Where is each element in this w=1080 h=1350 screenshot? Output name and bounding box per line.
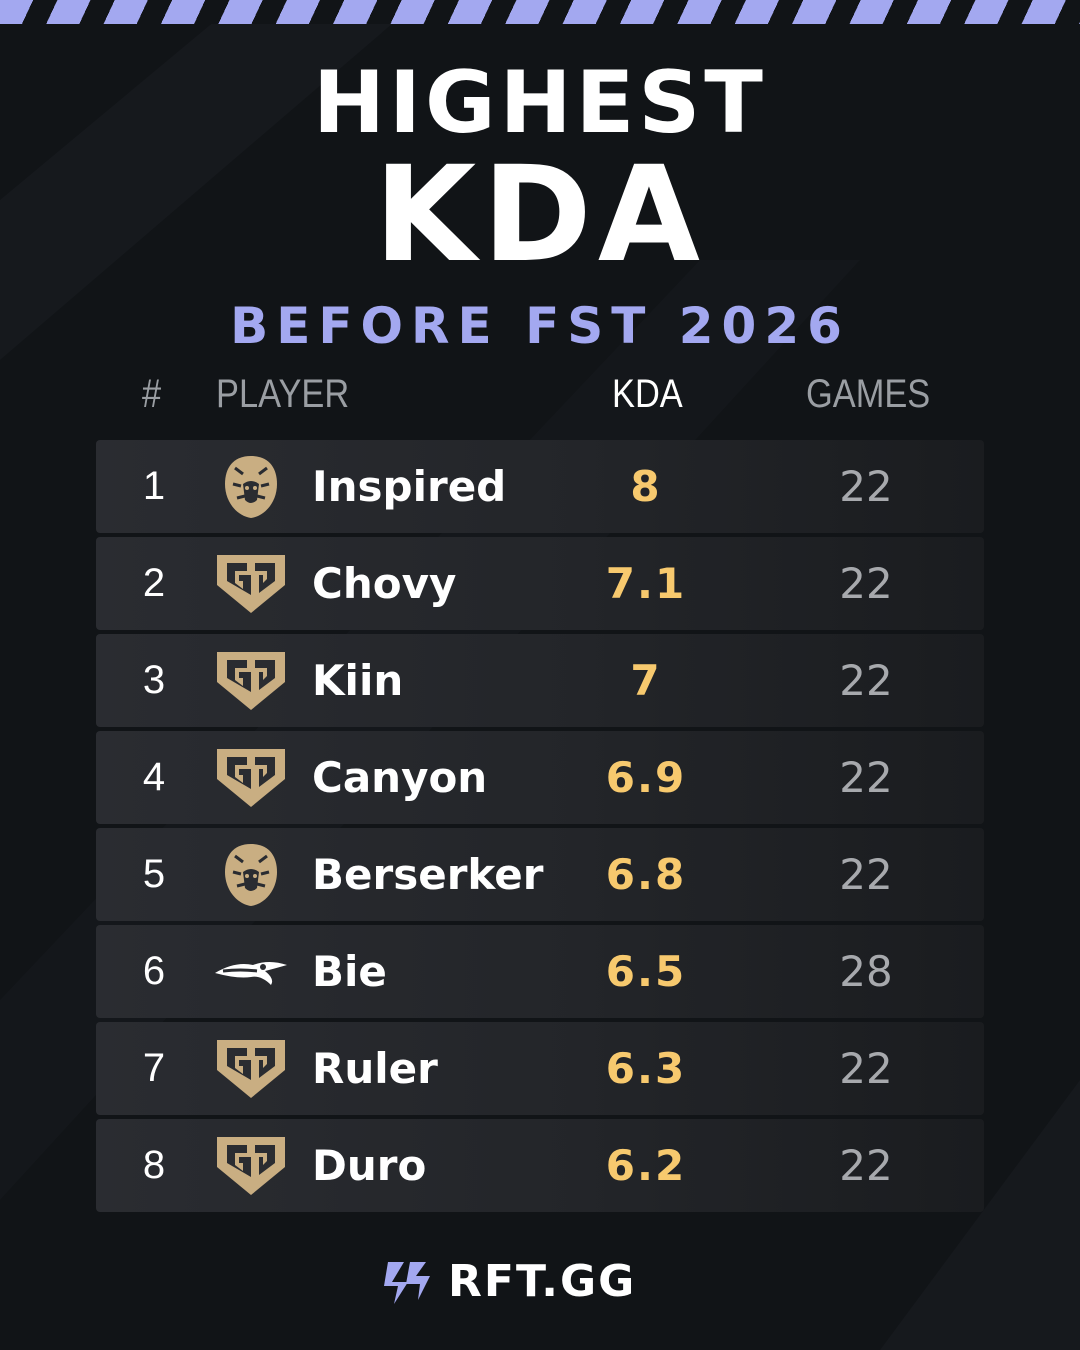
footer-brand: RFT.GG: [448, 1256, 637, 1307]
lion-logo-icon: [213, 454, 289, 520]
team-spirit-logo-icon: [213, 939, 289, 1005]
games-cell: 22: [839, 462, 893, 511]
games-cell: 22: [839, 559, 893, 608]
player-name-cell: Inspired: [312, 462, 507, 511]
kda-cell: 6.9: [605, 753, 687, 802]
table-row: 2 Chovy 7.1 22: [96, 537, 984, 630]
games-cell: 28: [839, 947, 893, 996]
rank-cell: 7: [142, 1046, 166, 1090]
table-row: 8 Duro 6.2 22: [96, 1119, 984, 1212]
gen-g-logo-icon: [213, 648, 289, 714]
rft-logo-icon: [384, 1262, 430, 1304]
header-games: GAMES: [806, 372, 931, 416]
table-row: 6 Bie 6.5 28: [96, 925, 984, 1018]
gen-g-logo-icon: [213, 551, 289, 617]
player-name-cell: Berserker: [312, 850, 544, 899]
table-row: 7 Ruler 6.3 22: [96, 1022, 984, 1115]
rank-cell: 1: [142, 464, 166, 508]
player-name-cell: Duro: [312, 1141, 427, 1190]
header-kda: KDA: [612, 372, 683, 416]
footer: RFT.GG: [0, 1252, 1080, 1312]
kda-cell: 6.5: [605, 947, 687, 996]
player-name-cell: Kiin: [312, 656, 404, 705]
title-line-1: HIGHEST: [313, 53, 767, 153]
table-row: 3 Kiin 7 22: [96, 634, 984, 727]
kda-cell: 6.8: [605, 850, 687, 899]
kda-cell: 7: [630, 656, 662, 705]
leaderboard-table: 1 Inspired 8 22 2 Chovy 7.1 22 3 Kiin 7 …: [96, 440, 984, 1216]
kda-cell: 8: [630, 462, 662, 511]
rank-cell: 2: [142, 561, 166, 605]
kda-cell: 7.1: [605, 559, 687, 608]
games-cell: 22: [839, 1141, 893, 1190]
games-cell: 22: [839, 1044, 893, 1093]
games-cell: 22: [839, 656, 893, 705]
gen-g-logo-icon: [213, 745, 289, 811]
player-name-cell: Bie: [312, 947, 387, 996]
title-line-2: KDA: [373, 138, 706, 292]
kda-cell: 6.3: [605, 1044, 687, 1093]
rank-cell: 6: [142, 949, 166, 993]
table-row: 5 Berserker 6.8 22: [96, 828, 984, 921]
rank-cell: 8: [142, 1143, 166, 1187]
games-cell: 22: [839, 753, 893, 802]
rank-cell: 5: [142, 852, 166, 896]
player-name-cell: Canyon: [312, 753, 488, 802]
gen-g-logo-icon: [213, 1133, 289, 1199]
subtitle: BEFORE FST 2026: [230, 297, 850, 355]
header-rank: #: [142, 372, 162, 416]
header-player: PLAYER: [216, 372, 350, 416]
lion-logo-icon: [213, 842, 289, 908]
games-cell: 22: [839, 850, 893, 899]
player-name-cell: Ruler: [312, 1044, 438, 1093]
top-stripe-banner: [0, 0, 1080, 24]
rank-cell: 3: [142, 658, 166, 702]
kda-cell: 6.2: [605, 1141, 687, 1190]
player-name-cell: Chovy: [312, 559, 457, 608]
table-header: # PLAYER KDA GAMES: [0, 366, 1080, 422]
table-row: 1 Inspired 8 22: [96, 440, 984, 533]
gen-g-logo-icon: [213, 1036, 289, 1102]
rank-cell: 4: [142, 755, 166, 799]
table-row: 4 Canyon 6.9 22: [96, 731, 984, 824]
